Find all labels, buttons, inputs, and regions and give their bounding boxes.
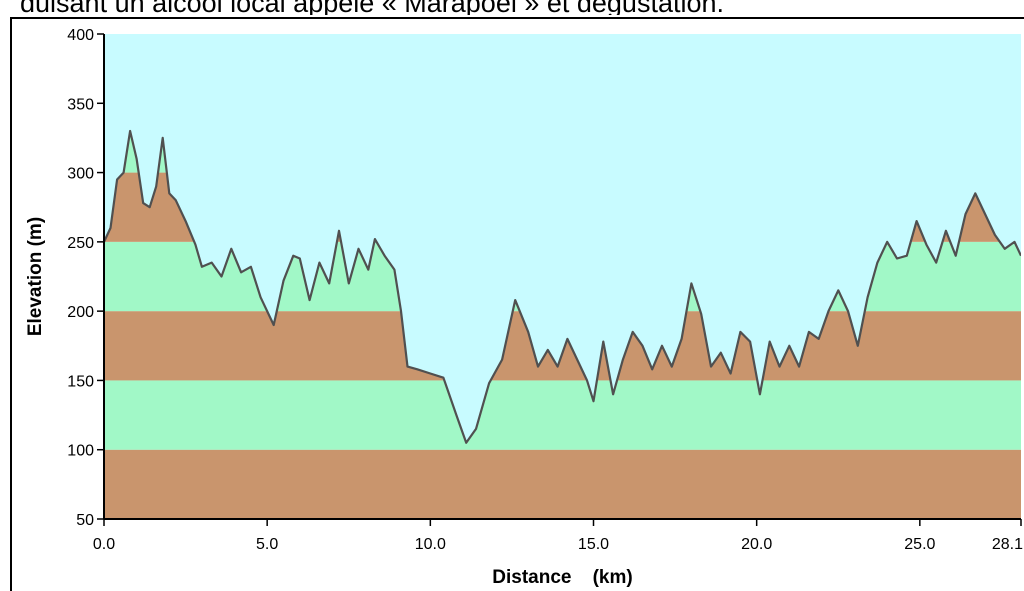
x-tick-label: 5.0 (256, 536, 278, 553)
y-tick-label: 300 (67, 166, 94, 183)
frame-left-border (10, 17, 12, 591)
x-tick-label: 10.0 (415, 536, 446, 553)
y-tick-label: 250 (67, 235, 94, 252)
y-tick-label: 150 (67, 373, 94, 390)
x-tick-label: 15.0 (578, 536, 609, 553)
y-tick-label: 400 (67, 27, 94, 44)
x-axis-title: Distance (km) (492, 567, 632, 588)
x-axis-ticks: 0.0 5.0 10.0 15.0 20.0 25.0 28.1 (93, 519, 1023, 553)
y-tick-label: 200 (67, 304, 94, 321)
axes (103, 34, 1021, 520)
y-axis-ticks: 50 100 150 200 250 300 350 400 (67, 27, 104, 529)
x-tick-label: 28.1 (992, 536, 1023, 553)
sky-area (104, 34, 1021, 443)
x-tick-label: 0.0 (93, 536, 115, 553)
x-tick-label: 20.0 (741, 536, 772, 553)
x-tick-label: 25.0 (904, 536, 935, 553)
y-tick-label: 350 (67, 96, 94, 113)
caption-text: duisant un alcool local appelé « Marapoe… (20, 0, 724, 15)
elevation-band-1 (104, 380, 1021, 450)
frame-top-border (10, 17, 1024, 19)
y-tick-label: 100 (67, 443, 94, 460)
y-tick-label: 50 (76, 512, 94, 529)
y-axis-title: Elevation (m) (25, 217, 46, 336)
elevation-line (104, 129, 1021, 444)
elevation-band-0 (104, 449, 1021, 519)
